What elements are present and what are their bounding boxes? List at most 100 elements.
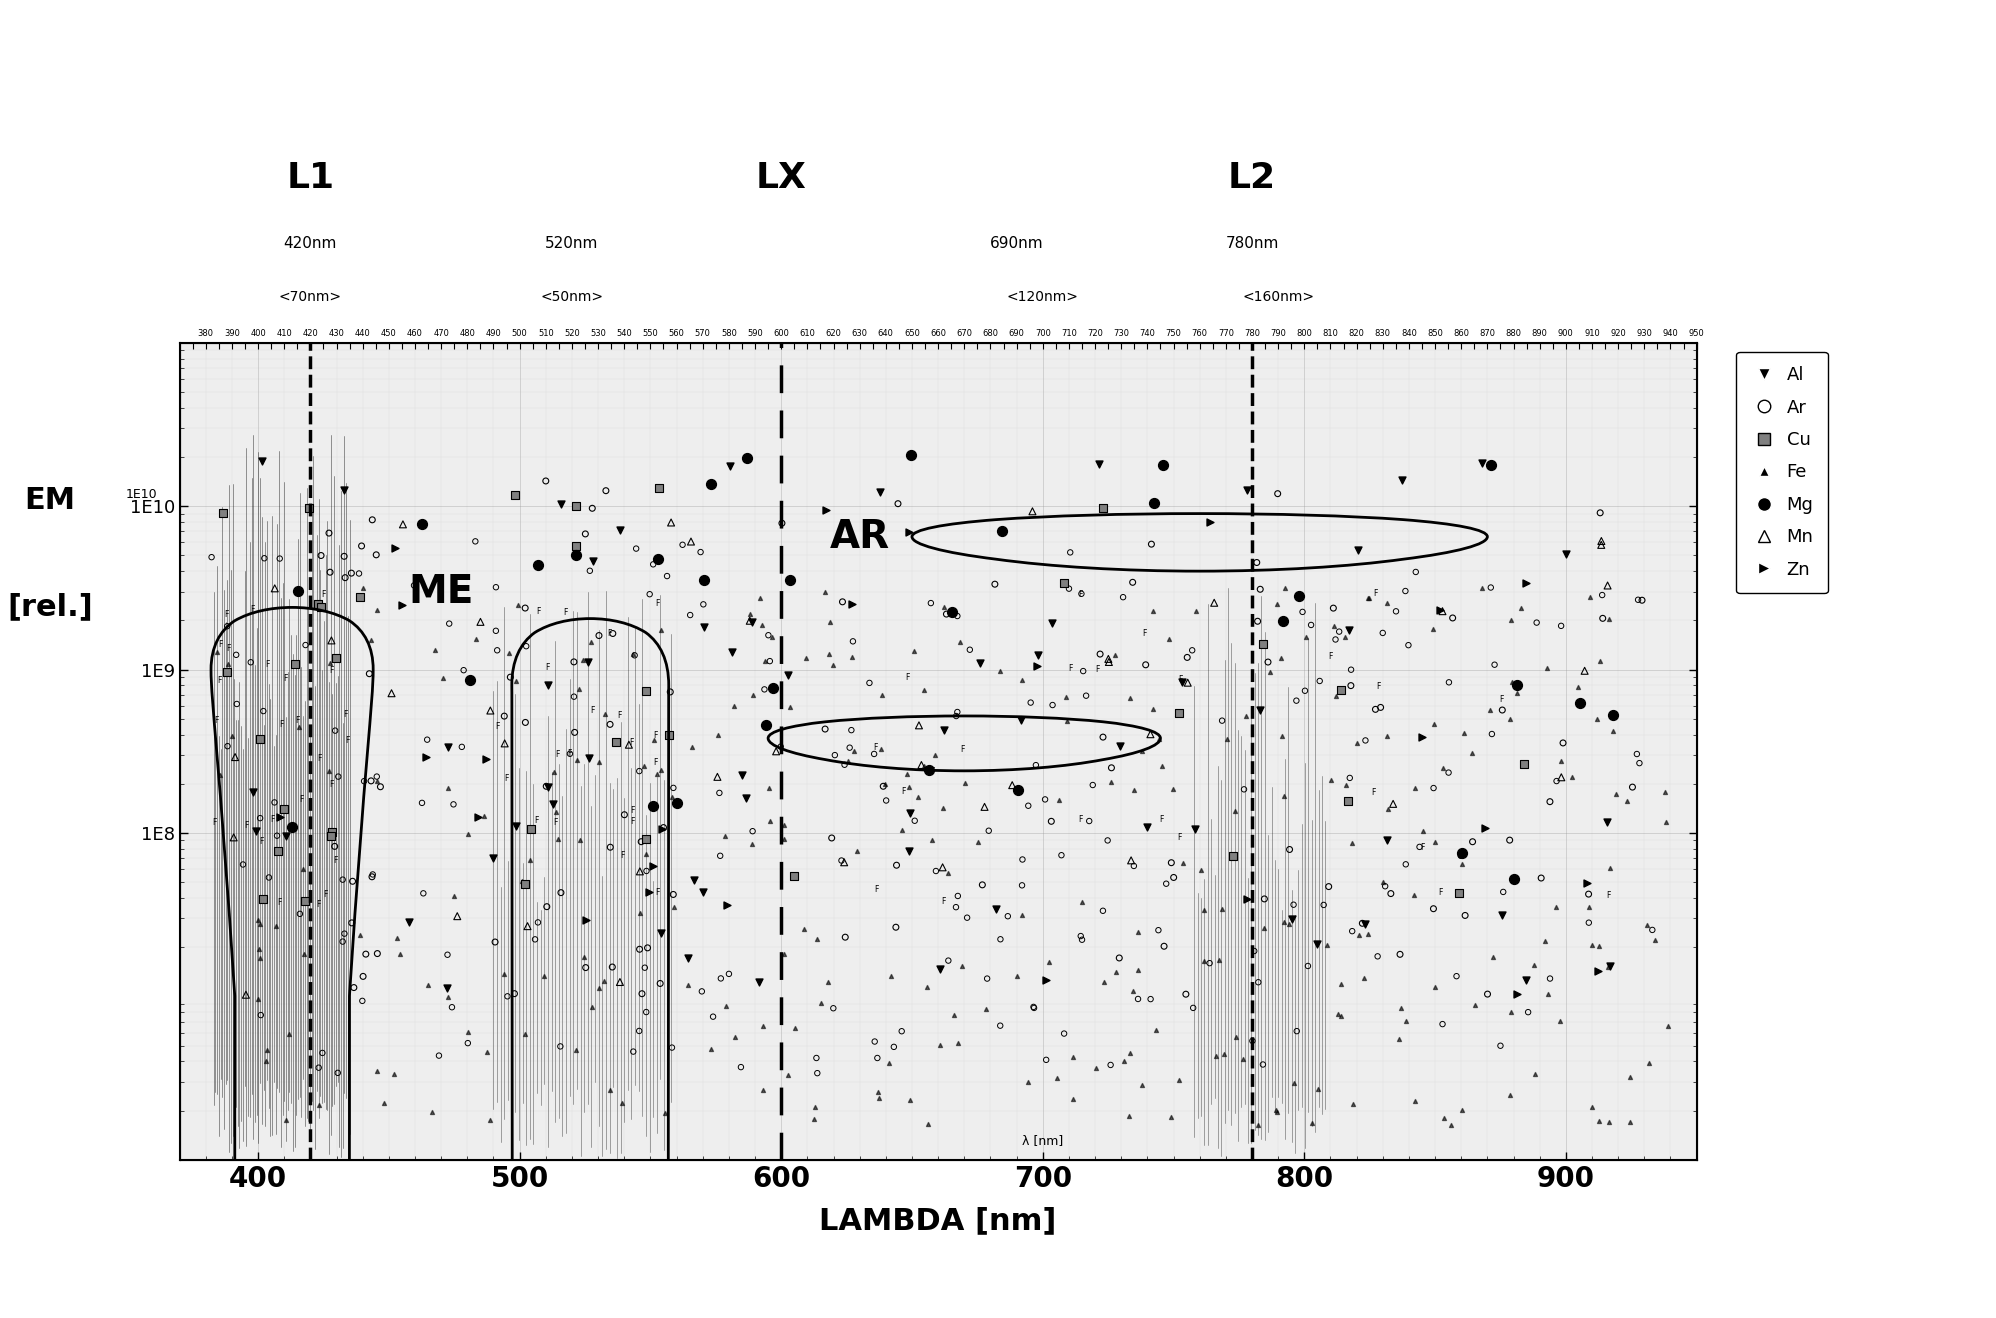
Point (1449, 905, 1481, 927)
Point (1242, 552, 1273, 573)
Point (1651, 812, 1683, 833)
Point (731, 448, 762, 469)
Point (1433, 672, 1465, 693)
Point (954, 639, 986, 660)
Point (347, 577, 379, 598)
Point (1371, 592, 1403, 613)
Text: F: F (1142, 629, 1146, 638)
Point (236, 651, 267, 672)
Point (263, 807, 295, 828)
Point (623, 1020, 655, 1041)
Point (1058, 1046, 1090, 1068)
Point (471, 1041, 503, 1062)
Point (531, 896, 563, 917)
Point (928, 596, 960, 617)
Point (623, 760, 655, 782)
Point (647, 818, 679, 840)
Point (1493, 709, 1525, 730)
Point (583, 625, 615, 646)
Point (862, 1082, 894, 1103)
Point (1018, 996, 1050, 1017)
Point (1138, 601, 1170, 622)
Point (1591, 575, 1623, 596)
Point (768, 944, 800, 965)
Point (880, 854, 912, 875)
Text: F: F (563, 609, 567, 617)
Point (1154, 629, 1186, 650)
Text: F: F (321, 590, 325, 600)
Text: F: F (329, 667, 333, 675)
Point (633, 882, 665, 903)
Point (968, 796, 1000, 817)
Point (222, 693, 253, 714)
Point (1206, 898, 1238, 919)
Text: F: F (621, 850, 625, 859)
Point (1323, 1003, 1355, 1024)
Text: F: F (629, 738, 635, 747)
Point (1138, 699, 1170, 720)
Point (938, 1004, 970, 1025)
Point (1030, 1049, 1062, 1070)
Point (561, 1040, 593, 1061)
Point (972, 820, 1004, 841)
Point (613, 734, 645, 755)
Point (1639, 929, 1671, 950)
Point (748, 650, 780, 671)
Point (1347, 913, 1379, 934)
Point (1521, 612, 1553, 633)
Point (1242, 610, 1273, 631)
Point (529, 471, 561, 492)
Point (774, 696, 806, 717)
Point (1441, 966, 1473, 987)
Point (1114, 1043, 1146, 1064)
Point (1236, 1031, 1267, 1052)
Point (267, 799, 299, 820)
Point (882, 493, 914, 514)
Point (1535, 967, 1567, 988)
Point (499, 983, 531, 1004)
Point (361, 942, 393, 963)
Point (313, 760, 345, 782)
Point (411, 729, 443, 750)
Point (1435, 1114, 1467, 1135)
Point (573, 747, 605, 768)
Point (1417, 898, 1449, 919)
Point (1248, 917, 1279, 938)
Point (487, 963, 519, 985)
Point (1275, 908, 1307, 929)
Point (719, 1027, 750, 1048)
Point (1158, 867, 1190, 888)
Point (1244, 579, 1275, 600)
Text: F: F (1160, 815, 1164, 824)
Point (645, 619, 677, 641)
Point (479, 621, 511, 642)
Point (1445, 844, 1477, 865)
Point (800, 1048, 832, 1069)
Point (924, 1035, 956, 1056)
Point (1130, 654, 1162, 675)
Point (1511, 572, 1543, 593)
Point (952, 907, 984, 928)
Point (1070, 685, 1102, 706)
Point (617, 643, 649, 664)
Point (499, 485, 531, 506)
Point (1160, 704, 1192, 725)
Text: F: F (1371, 788, 1375, 797)
Point (1495, 609, 1527, 630)
Point (1485, 1035, 1517, 1056)
Point (431, 737, 463, 758)
Point (772, 664, 804, 685)
Point (305, 596, 337, 617)
Point (319, 647, 351, 668)
Point (914, 593, 946, 614)
Point (1180, 600, 1212, 621)
Point (1627, 589, 1659, 610)
Point (220, 746, 251, 767)
Point (687, 594, 719, 616)
Point (305, 544, 337, 565)
Point (894, 521, 926, 542)
Point (1052, 710, 1084, 731)
Point (1313, 876, 1345, 898)
Point (711, 996, 743, 1017)
Point (301, 594, 333, 616)
